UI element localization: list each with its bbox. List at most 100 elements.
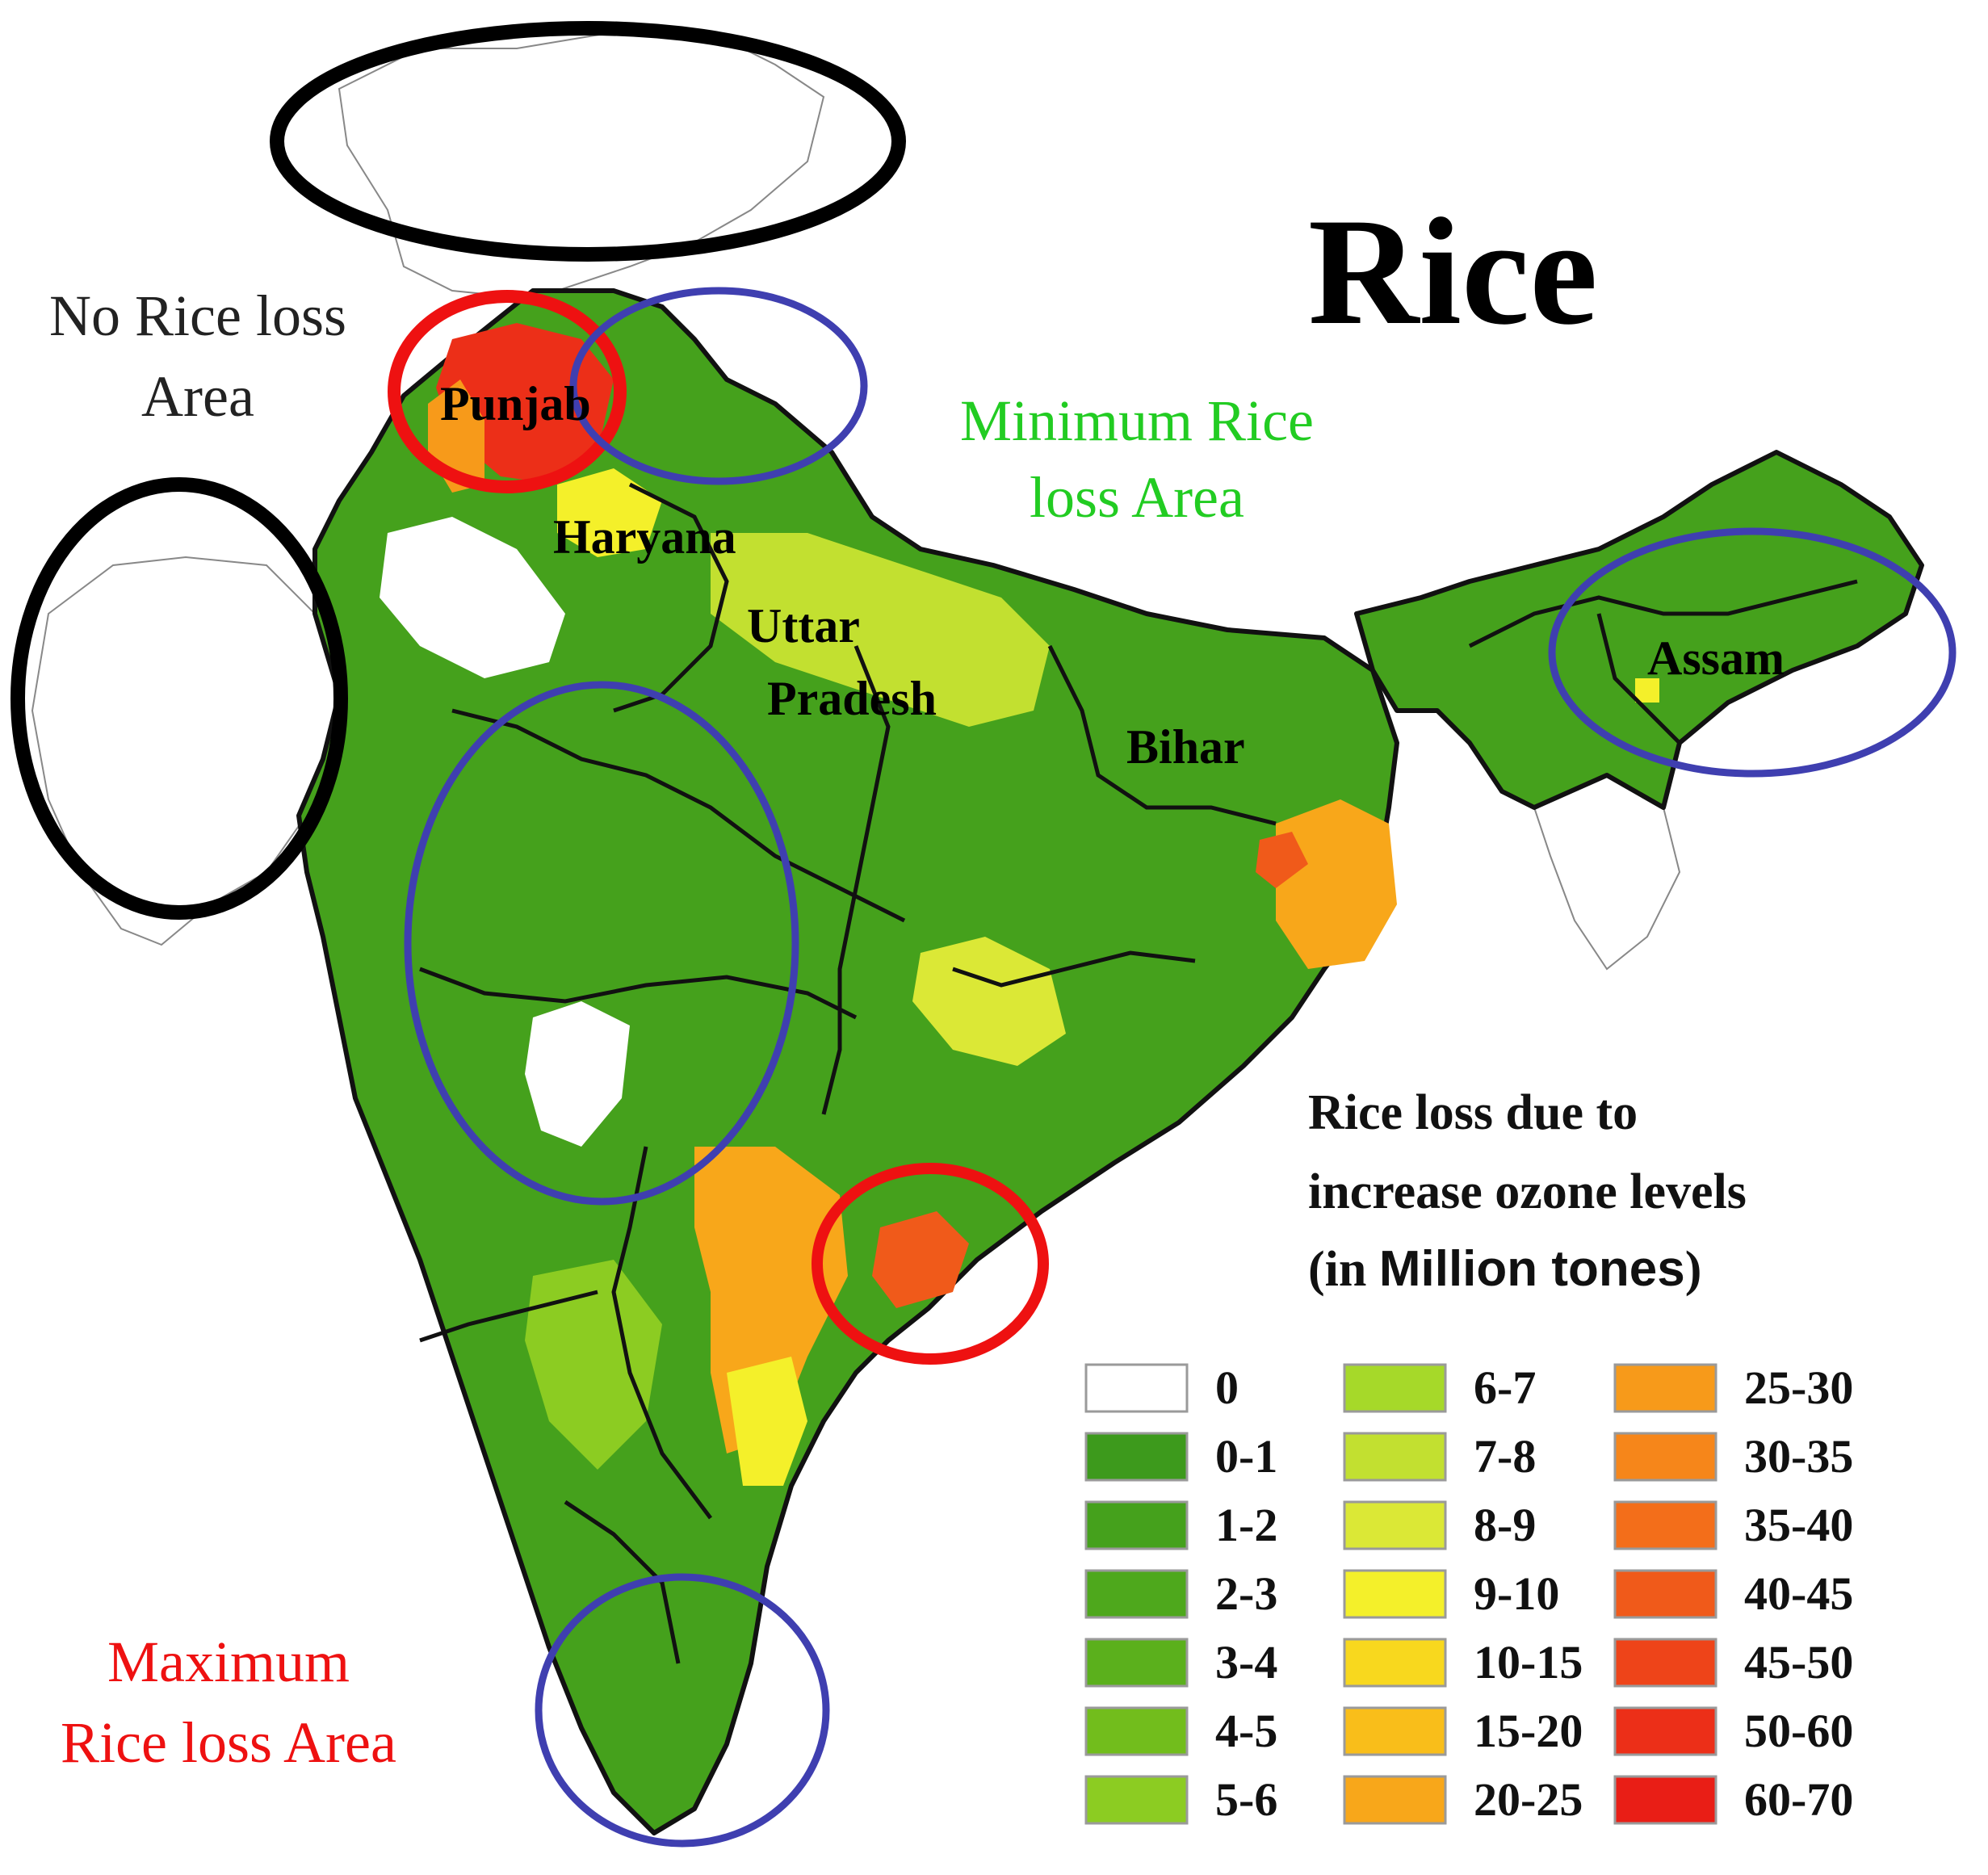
legend-swatch (1084, 1569, 1189, 1619)
border-line (611, 1146, 712, 1520)
karnataka-lightgreen (525, 1260, 662, 1470)
india-landmass (296, 288, 1924, 1835)
legend-label: 45-50 (1744, 1636, 1853, 1688)
legend-swatch (1613, 1706, 1717, 1756)
border-line (952, 950, 1196, 988)
assam-yellow-spot (1635, 678, 1659, 703)
state-label-punjab: Punjab (440, 377, 591, 430)
legend-label: 6-7 (1474, 1361, 1536, 1414)
minimum-label-line2: loss Area (1030, 465, 1244, 530)
state-borders (419, 482, 1858, 1664)
legend: Rice loss due to increase ozone levels (… (1058, 1085, 1898, 1829)
state-label-haryana: Haryana (553, 510, 736, 564)
border-line (1596, 613, 1681, 745)
border-line (419, 1290, 598, 1343)
legend-title-line2: increase ozone levels (1308, 1164, 1747, 1219)
west-bengal-red (1256, 832, 1308, 888)
legend-swatch (1084, 1363, 1189, 1413)
legend-label: 0-1 (1215, 1430, 1277, 1483)
legend-swatch (1084, 1706, 1189, 1756)
legend-label: 20-25 (1474, 1773, 1583, 1826)
legend-title-suffix: ) (1685, 1242, 1702, 1297)
border-line (564, 1500, 681, 1664)
legend-swatch (1343, 1432, 1447, 1482)
haryana-yellow (557, 468, 662, 557)
state-label-up-line2: Pradesh (767, 672, 937, 725)
godavari-red (872, 1211, 969, 1308)
state-labels: Punjab Haryana Uttar Pradesh Bihar Assam (440, 377, 1785, 774)
map-title: Rice (1308, 187, 1598, 357)
border-line (451, 708, 906, 923)
state-label-up-line1: Uttar (747, 599, 860, 652)
legend-swatch (1343, 1569, 1447, 1619)
legend-swatch (1343, 1775, 1447, 1825)
border-line (419, 967, 858, 1020)
maximum-label-line2: Rice loss Area (61, 1710, 396, 1775)
minimum-label-line1: Minimum Rice (960, 388, 1314, 453)
blue-circle-assam (1548, 527, 1957, 778)
legend-items: 0 0-1 1-2 2-3 3-4 4-5 5-6 6-7 7-8 8-9 9-10 10-15 15-… (1084, 1361, 1853, 1826)
legend-swatch (1343, 1638, 1447, 1688)
legend-swatch (1084, 1500, 1189, 1550)
legend-swatch (1613, 1500, 1717, 1550)
legend-label: 40-45 (1744, 1567, 1853, 1620)
jammu-kashmir-region (338, 31, 825, 300)
legend-label: 1-2 (1215, 1499, 1277, 1551)
odisha-yellow (912, 937, 1066, 1066)
legend-swatch (1343, 1363, 1447, 1413)
mainland-india (296, 288, 1399, 1835)
legend-label: 7-8 (1474, 1430, 1536, 1483)
legend-label: 2-3 (1215, 1567, 1277, 1620)
legend-title-line3: (in Million tones) (1308, 1241, 1701, 1297)
up-band (711, 533, 1050, 727)
highlight-circles (10, 21, 1957, 1848)
legend-label: 4-5 (1215, 1705, 1277, 1757)
legend-swatch (1343, 1500, 1447, 1550)
legend-label: 9-10 (1474, 1567, 1559, 1620)
legend-label: 3-4 (1215, 1636, 1277, 1688)
legend-swatch (1084, 1638, 1189, 1688)
legend-swatch (1613, 1569, 1717, 1619)
loss-heat-patches (380, 323, 1659, 1486)
andhra-yellow (727, 1357, 807, 1486)
no-data-regions (31, 31, 1681, 971)
legend-label: 25-30 (1744, 1361, 1853, 1414)
border-line (821, 645, 891, 1115)
legend-label: 35-40 (1744, 1499, 1853, 1551)
blue-circle-south (535, 1573, 830, 1848)
legend-label: 8-9 (1474, 1499, 1536, 1551)
legend-swatch (1084, 1432, 1189, 1482)
rajasthan-white (380, 517, 565, 678)
legend-swatch (1613, 1638, 1717, 1688)
legend-title-unit: Million tones (1379, 1241, 1685, 1297)
area-annotations: No Rice loss Area Minimum Rice loss Area… (49, 283, 1314, 1775)
black-circle-west (10, 477, 348, 920)
black-circle-north (270, 21, 906, 262)
gujarat-region (31, 556, 341, 946)
legend-label: 5-6 (1215, 1773, 1277, 1826)
red-circle-punjab (388, 290, 627, 493)
legend-background (1058, 1328, 1898, 1829)
legend-swatch (1613, 1432, 1717, 1482)
west-bengal-orange (1276, 799, 1397, 969)
state-label-assam: Assam (1647, 631, 1785, 685)
border-line (1047, 644, 1277, 826)
maximum-label-line1: Maximum (107, 1630, 350, 1694)
no-loss-label-line2: Area (141, 364, 254, 429)
legend-title-prefix: (in (1308, 1242, 1379, 1297)
legend-label: 60-70 (1744, 1773, 1853, 1826)
legend-swatch (1613, 1363, 1717, 1413)
legend-label: 0 (1215, 1361, 1239, 1414)
border-line (1468, 579, 1858, 648)
legend-label: 10-15 (1474, 1636, 1583, 1688)
central-white (525, 1001, 630, 1147)
legend-label: 50-60 (1744, 1705, 1853, 1757)
legend-swatch (1084, 1775, 1189, 1825)
blue-circle-central (404, 681, 799, 1206)
blue-circle-uttarakhand (569, 287, 868, 485)
legend-label: 15-20 (1474, 1705, 1583, 1757)
no-loss-label-line1: No Rice loss (49, 283, 346, 348)
legend-swatch (1613, 1775, 1717, 1825)
legend-swatch (1343, 1706, 1447, 1756)
